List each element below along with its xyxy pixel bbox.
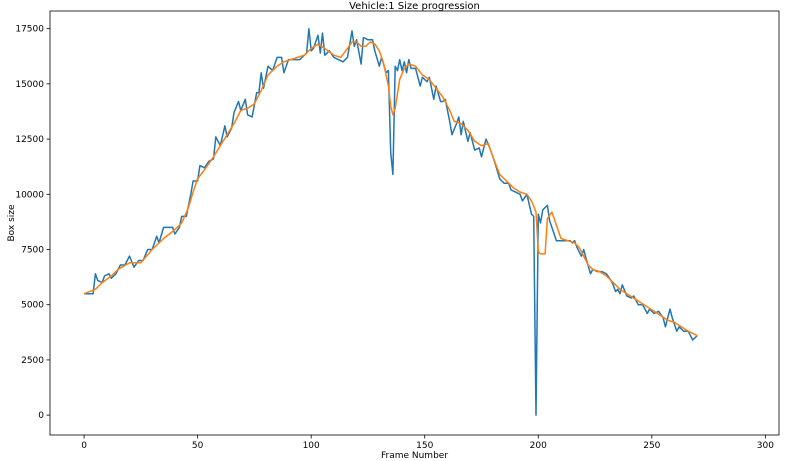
series-line-2 (83, 41, 698, 337)
y-tick-label: 17500 (15, 25, 44, 35)
y-tick-label: 0 (38, 411, 44, 421)
x-tick-label: 0 (81, 441, 87, 451)
x-tick-label: 300 (757, 441, 774, 451)
series-line-1 (84, 27, 698, 416)
x-tick-label: 50 (192, 441, 204, 451)
y-tick-label: 10000 (15, 190, 44, 200)
y-tick-label: 2500 (21, 356, 44, 366)
x-tick-label: 200 (530, 441, 547, 451)
y-axis-label: Box size (7, 204, 17, 242)
x-axis-label: Frame Number (381, 451, 448, 461)
plot-frame (49, 10, 780, 436)
y-tick-label: 5000 (21, 301, 44, 311)
y-tick-label: 12500 (15, 135, 44, 145)
x-tick-label: 150 (416, 441, 433, 451)
y-tick-label: 15000 (15, 80, 44, 90)
x-tick-label: 250 (643, 441, 660, 451)
y-tick-label: 7500 (21, 246, 44, 256)
chart-title: Vehicle:1 Size progression (349, 1, 480, 12)
x-tick-label: 100 (303, 441, 320, 451)
